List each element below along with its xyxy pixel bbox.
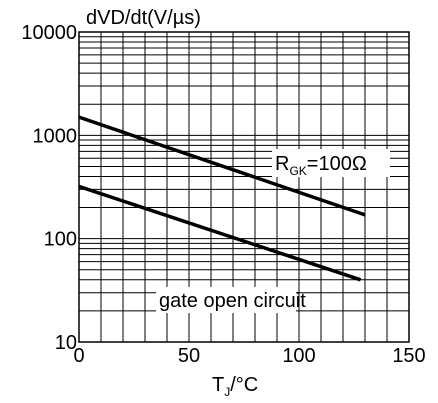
y-tick-label: 10000: [21, 22, 77, 44]
series-label: gate open circuit: [159, 290, 306, 312]
x-tick-label: 50: [178, 345, 200, 367]
x-axis-label-suffix: /°C: [230, 374, 258, 396]
y-tick-label: 100: [44, 229, 77, 251]
x-axis-label-main: T: [212, 374, 224, 396]
x-tick-label: 0: [73, 345, 84, 367]
series-label: RGK=100Ω: [275, 153, 367, 178]
series-line: [78, 184, 362, 282]
series-label-background: [156, 287, 296, 313]
tick-labels: 0 50 100 150 10 100 1000 10000: [21, 22, 425, 367]
y-tick-label: 10: [55, 332, 77, 354]
x-axis-label-sub: J: [224, 385, 230, 398]
series-line: [78, 115, 366, 217]
y-axis-label: dVD/dt(V/µs): [86, 7, 201, 29]
series-label-suffix: =100Ω: [307, 153, 367, 175]
x-tick-label: 150: [392, 345, 425, 367]
series-label-background: [272, 149, 390, 177]
series-layer: RGK=100Ω gate open circuit: [78, 115, 390, 313]
y-tick-label: 1000: [33, 125, 78, 147]
x-tick-label: 100: [282, 345, 315, 367]
x-axis-label: TJ/°C: [212, 374, 258, 398]
series-label-main: R: [275, 153, 289, 175]
series-label-main: gate open circuit: [159, 290, 306, 312]
grid: [79, 32, 409, 342]
series-label-sub: GK: [289, 164, 306, 178]
